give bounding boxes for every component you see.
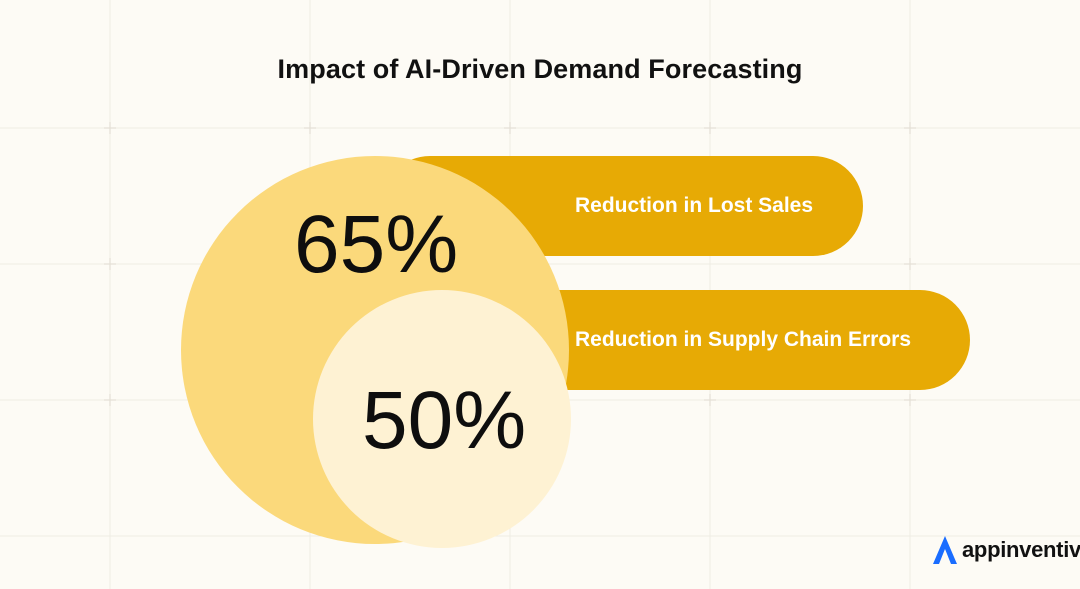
page-title: Impact of AI-Driven Demand Forecasting [277,54,803,84]
stat-label-lost-sales: Reduction in Lost Sales [575,194,814,217]
stat-value-lost-sales: 65% [294,199,459,290]
brand-name: appinventiv [962,537,1080,562]
appinventiv-logo-icon [933,536,957,564]
stat-circle-supply-chain-errors [313,290,571,548]
brand-logo: appinventiv [932,534,1080,566]
stat-label-supply-chain-errors: Reduction in Supply Chain Errors [575,328,912,351]
stat-value-supply-chain-errors: 50% [362,375,527,466]
